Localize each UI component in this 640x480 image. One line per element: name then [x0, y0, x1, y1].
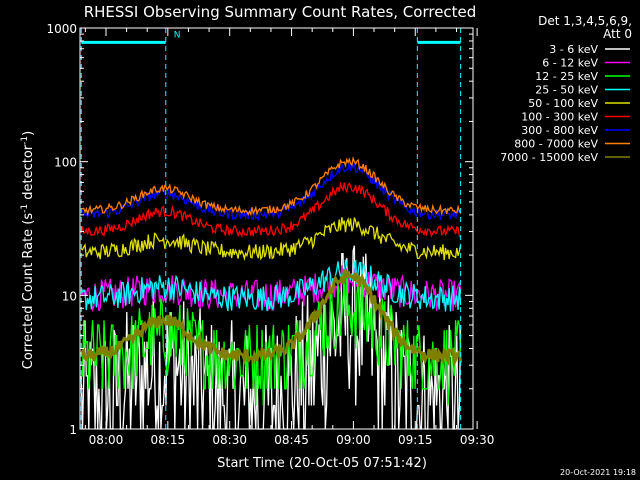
- legend-label-1: 6 - 12 keV: [542, 57, 598, 70]
- y-axis-label: Corrected Count Rate (s-1 detector-1): [20, 131, 36, 369]
- x-tick-label: 08:00: [89, 433, 124, 447]
- x-tick-label: 09:15: [398, 433, 433, 447]
- y-tick-label: 100: [54, 156, 77, 170]
- x-tick-label: 08:15: [151, 433, 186, 447]
- legend-label-0: 3 - 6 keV: [549, 43, 598, 56]
- legend-label-5: 100 - 300 keV: [521, 111, 598, 124]
- night-label-0: N: [174, 30, 181, 40]
- legend-header-1: Det 1,3,4,5,6,9,: [538, 14, 632, 28]
- x-tick-label: 08:45: [274, 433, 309, 447]
- plot-frame: [79, 27, 474, 430]
- series-line-2: [81, 271, 462, 406]
- x-tick-label: 09:30: [460, 433, 495, 447]
- legend-label-2: 12 - 25 keV: [535, 70, 598, 83]
- series-line-3: [80, 259, 462, 312]
- y-tick-label: 1000: [46, 22, 77, 36]
- data-layer: [79, 156, 463, 430]
- legend-label-4: 50 - 100 keV: [528, 97, 598, 110]
- series-line-5: [80, 181, 461, 239]
- y-tick-label: 1: [69, 423, 77, 437]
- x-axis-label: Start Time (20-Oct-05 07:51:42): [217, 456, 427, 471]
- legend-header-2: Att 0: [603, 27, 632, 41]
- legend-label-3: 25 - 50 keV: [535, 84, 598, 97]
- legend-label-8: 7000 - 15000 keV: [500, 151, 598, 164]
- series-line-1: [80, 265, 462, 313]
- series-line-7: [81, 156, 462, 217]
- legend-label-7: 800 - 7000 keV: [514, 138, 598, 151]
- axis-layer: 08:00 08:15 08:30 08:45 09:00 09:15 09:30 1 10 10…: [46, 22, 494, 447]
- chart-title: RHESSI Observing Summary Count Rates, Co…: [84, 3, 477, 21]
- night-layer: N: [80, 28, 462, 429]
- x-tick-label: 09:00: [336, 433, 371, 447]
- y-tick-label: 10: [62, 289, 77, 303]
- legend-label-6: 300 - 800 keV: [521, 124, 598, 137]
- series-line-8: [79, 269, 463, 369]
- x-tick-label: 08:30: [212, 433, 247, 447]
- footer-timestamp: 20-Oct-2021 19:18: [560, 468, 636, 477]
- series-line-4: [80, 217, 462, 262]
